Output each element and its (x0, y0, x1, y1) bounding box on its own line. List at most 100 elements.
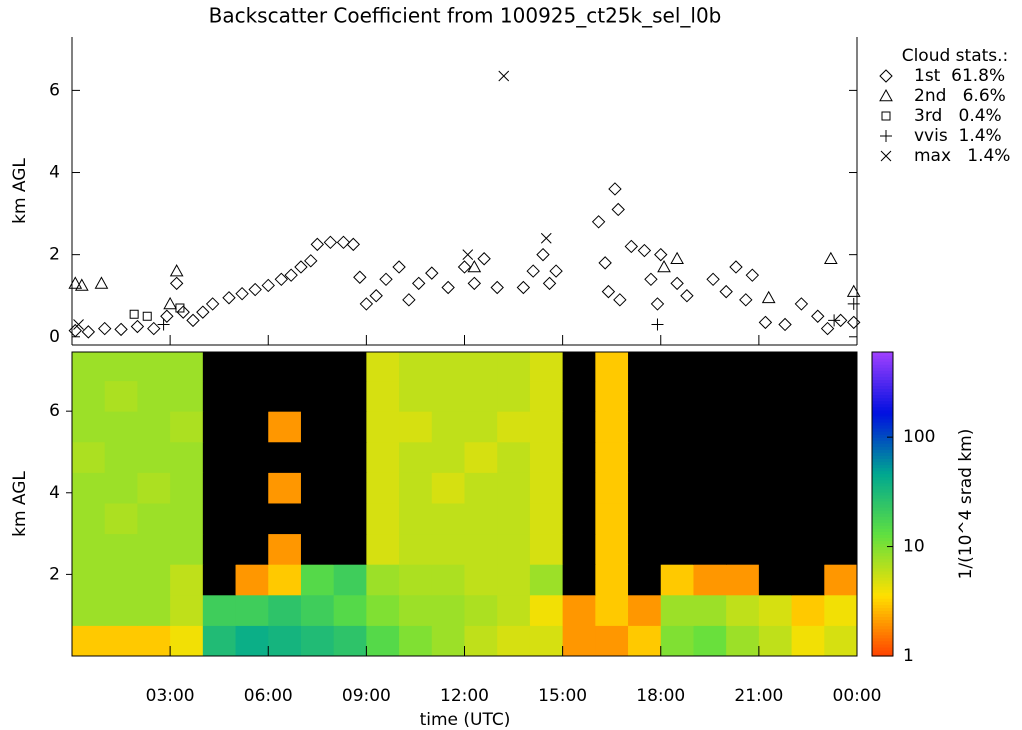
heat-cell (170, 441, 204, 473)
heat-cell (366, 380, 400, 412)
colorbar-segment (872, 564, 893, 569)
heat-cell (235, 564, 269, 596)
heat-cell (72, 502, 106, 535)
heat-cell (431, 564, 465, 596)
marker (847, 315, 861, 330)
legend-title: Cloud stats.: (902, 46, 1009, 66)
heat-cell (464, 594, 498, 626)
heat-cell (235, 380, 269, 412)
heat-cell (333, 441, 367, 473)
heat-cell (268, 380, 302, 412)
marker (608, 182, 622, 196)
heat-cell (824, 472, 857, 504)
heat-cell (562, 502, 596, 535)
heat-cell (791, 472, 825, 504)
heat-cell (333, 533, 367, 565)
marker (598, 256, 612, 270)
marker (745, 268, 760, 282)
heat-cell (333, 502, 367, 535)
marker (719, 284, 733, 299)
colorbar-segment (872, 586, 893, 590)
colorbar-segment (872, 619, 893, 624)
heat-cell (235, 352, 269, 382)
heat-cell (431, 352, 465, 382)
marker (490, 280, 504, 295)
marker (392, 260, 406, 274)
marker (549, 264, 563, 278)
heat-cell (529, 564, 564, 596)
heat-cell (726, 564, 760, 596)
heat-cell (693, 411, 727, 443)
colorbar-segment (872, 516, 893, 520)
heat-cell (791, 594, 825, 626)
heat-cell (464, 441, 498, 473)
heat-cell (693, 533, 727, 565)
marker (651, 318, 664, 331)
marker (235, 286, 249, 301)
heat-cell (235, 625, 269, 656)
marker (613, 293, 627, 307)
heat-cell (170, 502, 204, 535)
colorbar-segment (872, 358, 893, 362)
heat-cell (693, 472, 727, 504)
heat-cell (431, 533, 465, 565)
colorbar-segment (872, 622, 893, 627)
colorbar-segment (872, 640, 893, 645)
heat-cell (202, 441, 237, 473)
heat-cell (464, 472, 498, 504)
heat-cell (824, 594, 857, 626)
heat-cell (170, 472, 204, 504)
heat-cell (791, 411, 825, 443)
heat-cell (72, 625, 106, 656)
heat-cell (824, 564, 857, 596)
heat-cell (628, 533, 662, 565)
colorbar-segment (872, 549, 893, 554)
heat-cell (497, 380, 531, 412)
heat-cell (464, 533, 498, 565)
heat-cell (268, 502, 302, 535)
colorbar-segment (872, 637, 893, 642)
heat-cell (660, 625, 694, 656)
colorbar-segment (872, 440, 893, 444)
marker (477, 252, 491, 266)
heat-cell (300, 352, 335, 382)
colorbar-segment (872, 403, 893, 408)
heat-cell (628, 411, 662, 443)
colorbar-segment (872, 534, 893, 539)
marker (654, 247, 668, 262)
heat-cell (300, 502, 335, 535)
heat-cell (399, 441, 433, 473)
heat-cell (366, 625, 400, 656)
plot: 0 2 4 6 1st 61.8%2nd 6.6%3rd 0.4%vvis 1.4%ma… (49, 37, 1010, 706)
marker (160, 309, 174, 323)
heat-cell (333, 594, 367, 626)
heat-cell (399, 352, 433, 382)
colorbar-segment (872, 412, 893, 417)
heat-cell (333, 625, 367, 656)
legend-marker (881, 111, 891, 121)
heat-cell (660, 352, 694, 382)
colorbar-segment (872, 379, 893, 383)
heat-cell (660, 441, 694, 473)
heat-cell (72, 352, 106, 382)
heat-cell (595, 472, 629, 504)
heat-cell (137, 533, 171, 565)
x-tick-label: 18:00 (636, 686, 685, 706)
colorbar-segment (872, 415, 893, 420)
x-tick-label: 00:00 (833, 686, 882, 706)
heat-cell (268, 352, 302, 382)
heat-cell (366, 502, 400, 535)
heat-cell (104, 533, 138, 565)
colorbar-segment (872, 652, 893, 657)
marker (294, 260, 308, 274)
marker (729, 260, 743, 274)
colorbar-segment (872, 628, 893, 633)
heat-cell (562, 594, 596, 626)
heat-cell (104, 441, 138, 473)
heat-cell (758, 411, 793, 443)
legend-label: 2nd 6.6% (914, 86, 1006, 106)
heat-cell (497, 564, 531, 596)
heat-cell (268, 564, 302, 596)
heat-cell (791, 352, 825, 382)
heat-cell (333, 380, 367, 412)
